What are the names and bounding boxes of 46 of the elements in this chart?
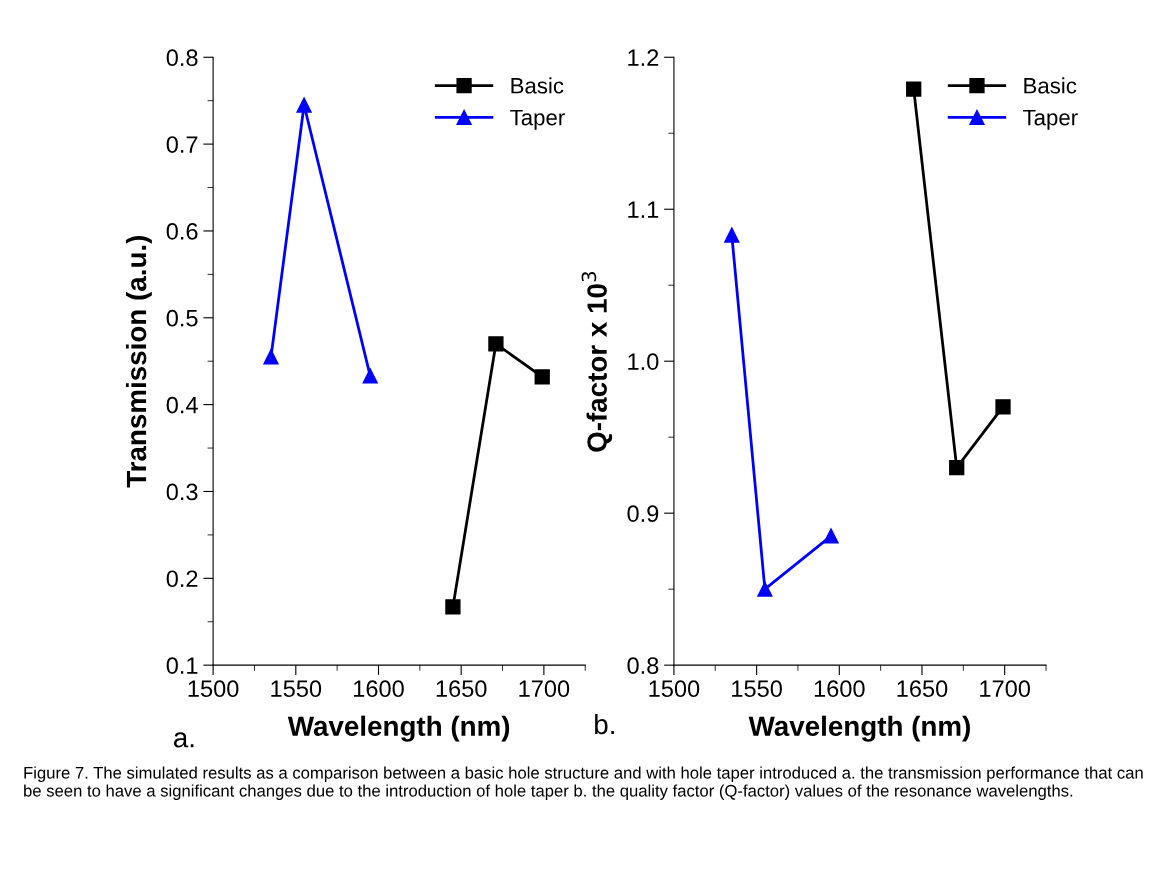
y-tick-label: 0.6 [166, 223, 198, 240]
text: a. [173, 732, 194, 748]
y-tick-label: 0.8 [166, 49, 198, 67]
point [724, 227, 740, 243]
y-axis-title: Transmission (a.u.) [125, 236, 152, 488]
x-tick-label: 1700 [980, 680, 1031, 698]
legend-label: Basic [511, 77, 564, 94]
y-tick-label: 0.2 [166, 570, 198, 588]
y-tick-label: 0.1 [166, 657, 198, 674]
legend-label: Basic [1024, 77, 1077, 94]
y-tick-label: 0.3 [166, 483, 198, 501]
x-tick-label: 1550 [271, 680, 322, 698]
x-tick-label: 1650 [897, 680, 948, 698]
x-axis-title: Wavelength (nm) [287, 715, 510, 742]
y-tick-label: 0.5 [166, 309, 198, 327]
x-tick-label: 1600 [814, 680, 865, 698]
point [445, 599, 461, 615]
point [906, 81, 922, 97]
x-tick-label: 1700 [519, 680, 570, 698]
y-tick-label: 0.7 [166, 136, 198, 153]
y-axis-title: Q-factor x 10$^{3}$ [581, 271, 613, 452]
point [823, 528, 839, 544]
y-tick-label: 0.4 [166, 396, 198, 414]
point [362, 368, 378, 384]
point [296, 97, 312, 113]
caption: Figure 7. The simulated results as a comparison between a basic hole structure and with hole taper introduced a. the transmission performance that can be seen to have a significant changes due to the introduction of hole taper b. the quality factor (Q-factor) values of the resonance wavelengths. [24, 766, 1143, 800]
y-tick-label: 1.1 [628, 201, 659, 218]
y-tick-label: 0.8 [627, 657, 659, 674]
x-tick-label: 1500 [188, 680, 239, 698]
x-tick-label: 1550 [732, 680, 782, 698]
text: b. [595, 713, 614, 735]
x-tick-label: 1600 [354, 680, 404, 698]
point [534, 369, 550, 385]
y-tick-label: 0.9 [627, 505, 659, 522]
legend-label: Taper [1023, 109, 1078, 130]
point [263, 349, 279, 365]
x-tick-label: 1650 [436, 680, 487, 698]
point [757, 581, 773, 597]
legend-label: Taper [510, 109, 565, 130]
point [995, 399, 1011, 415]
x-axis-title: Wavelength (nm) [748, 715, 970, 742]
point [488, 336, 504, 352]
point [949, 459, 965, 476]
x-tick-label: 1500 [649, 680, 700, 698]
y-tick-label: 1.2 [628, 49, 659, 66]
y-tick-label: 1.0 [628, 353, 659, 370]
